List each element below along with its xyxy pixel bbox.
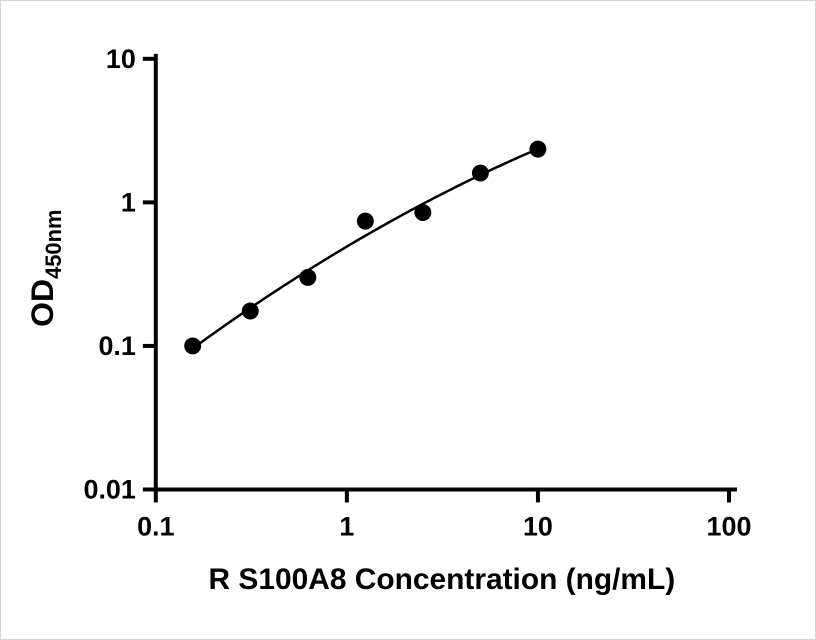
data-point [414,204,432,222]
data-point [299,268,317,286]
y-axis-title-subscript: 450nm [41,210,66,279]
data-layer [184,140,547,355]
data-point [241,302,259,320]
x-tick-label: 1 [339,511,354,541]
data-point [529,140,547,158]
x-tick-label: 100 [707,511,752,541]
x-tick-label: 0.1 [137,511,174,541]
y-axis-title-main: OD [24,279,60,327]
y-tick-label: 10 [106,44,136,74]
data-point [471,164,489,182]
data-point [184,337,202,355]
x-tick-label: 10 [523,511,553,541]
y-axis-title: OD450nm [24,210,66,327]
data-point [356,212,374,230]
y-tick-label: 0.1 [98,331,135,361]
x-axis-title: R S100A8 Concentration (ng/mL) [209,563,676,596]
y-tick-label: 1 [121,187,136,217]
y-tick-label: 0.01 [83,474,135,504]
